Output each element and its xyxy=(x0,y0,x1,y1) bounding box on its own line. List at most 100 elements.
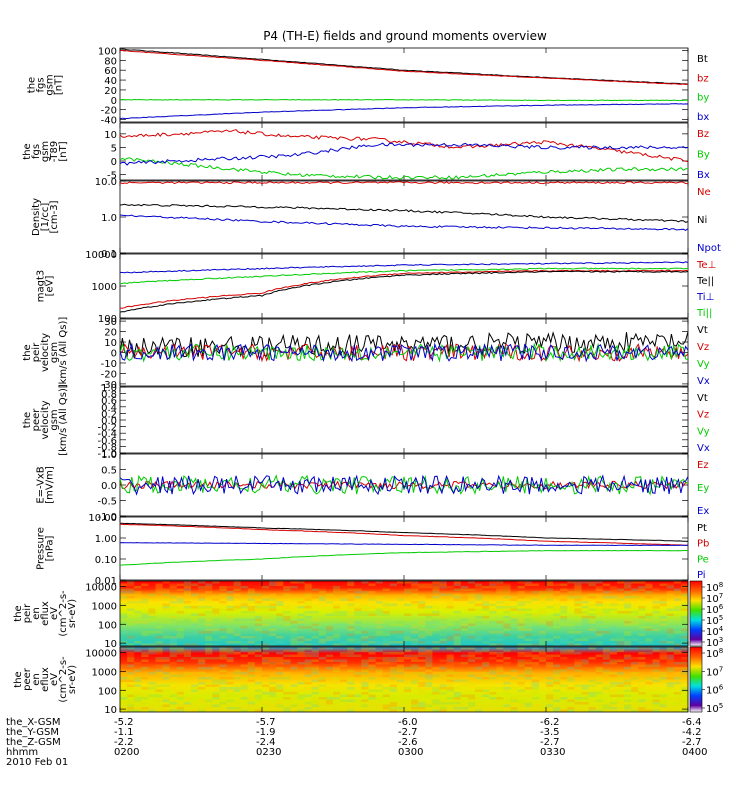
spectro-cell xyxy=(276,689,284,692)
colorbar-tick-label: 107 xyxy=(706,665,723,678)
spectro-cell xyxy=(375,596,383,599)
spectro-cell xyxy=(446,677,454,680)
spectro-cell xyxy=(276,593,284,596)
spectro-cell xyxy=(318,647,326,650)
spectro-cell xyxy=(176,652,184,655)
spectro-cell xyxy=(183,672,191,675)
spectro-cell xyxy=(496,581,504,584)
spectro-cell xyxy=(169,583,177,586)
spectro-cell xyxy=(560,669,568,672)
spectro-cell xyxy=(354,679,362,682)
spectro-cell xyxy=(240,697,248,700)
spectro-cell xyxy=(602,657,610,660)
spectro-cell xyxy=(382,631,390,634)
footer-value: -2.6 xyxy=(398,737,418,748)
spectro-cell xyxy=(609,689,617,692)
spectro-cell xyxy=(418,682,426,685)
spectro-cell xyxy=(233,669,241,672)
spectro-cell xyxy=(595,677,603,680)
spectro-cell xyxy=(134,682,142,685)
spectro-cell xyxy=(375,601,383,604)
spectro-cell xyxy=(247,626,255,629)
spectro-cell xyxy=(581,611,589,614)
spectro-cell xyxy=(510,608,518,611)
spectro-cell xyxy=(247,679,255,682)
spectro-cell xyxy=(212,657,220,660)
spectro-cell xyxy=(127,581,135,584)
spectro-cell xyxy=(375,613,383,616)
spectro-cell xyxy=(368,591,376,594)
spectro-cell xyxy=(191,613,199,616)
footer-value: -2.7 xyxy=(398,727,418,738)
spectro-cell xyxy=(354,601,362,604)
spectro-cell xyxy=(489,618,497,621)
spectro-cell xyxy=(595,654,603,657)
spectro-cell xyxy=(361,647,369,650)
spectro-cell xyxy=(375,684,383,687)
spectro-cell xyxy=(432,586,440,589)
spectro-cell xyxy=(645,613,653,616)
spectro-cell xyxy=(609,659,617,662)
y-tick-label: 40 xyxy=(104,76,117,87)
spectro-cell xyxy=(368,606,376,609)
spectro-cell xyxy=(382,707,390,710)
spectro-cell xyxy=(411,702,419,705)
spectro-cell xyxy=(396,647,404,650)
y-tick-label: 10000 xyxy=(85,583,117,594)
spectro-cell xyxy=(595,611,603,614)
spectro-cell xyxy=(425,583,433,586)
spectro-cell xyxy=(574,586,582,589)
spectro-cell xyxy=(631,647,639,650)
spectro-cell xyxy=(666,697,674,700)
spectro-cell xyxy=(546,593,554,596)
spectro-cell xyxy=(361,643,369,646)
spectro-cell xyxy=(638,588,646,591)
spectro-cell xyxy=(340,628,348,631)
spectro-cell xyxy=(467,588,475,591)
spectro-cell xyxy=(205,657,213,660)
spectro-cell xyxy=(652,606,660,609)
y-tick-label: 10 xyxy=(104,338,117,349)
spectro-cell xyxy=(276,601,284,604)
spectro-cell xyxy=(283,616,291,619)
spectro-cell xyxy=(482,647,490,650)
spectro-cell xyxy=(340,643,348,646)
spectro-cell xyxy=(673,662,681,665)
spectro-cell xyxy=(347,641,355,644)
spectro-cell xyxy=(283,628,291,631)
spectro-cell xyxy=(538,593,546,596)
spectro-cell xyxy=(638,581,646,584)
spectro-cell xyxy=(489,631,497,634)
spectro-cell xyxy=(489,643,497,646)
spectro-cell xyxy=(482,677,490,680)
y-tick-label: 0.5 xyxy=(101,466,117,477)
spectro-cell xyxy=(290,667,298,670)
spectro-cell xyxy=(553,593,561,596)
spectro-cell xyxy=(460,647,468,650)
spectro-cell xyxy=(517,652,525,655)
spectro-cell xyxy=(247,591,255,594)
spectro-cell xyxy=(496,677,504,680)
spectro-cell xyxy=(666,649,674,652)
spectro-cell xyxy=(176,621,184,624)
spectro-cell xyxy=(325,628,333,631)
series-line-p5-3 xyxy=(119,342,689,363)
spectro-cell xyxy=(269,677,277,680)
spectro-cell xyxy=(531,692,539,695)
spectro-cell xyxy=(382,588,390,591)
spectro-cell xyxy=(297,694,305,697)
spectro-cell xyxy=(432,611,440,614)
spectro-cell xyxy=(496,586,504,589)
spectro-cell xyxy=(453,621,461,624)
spectro-cell xyxy=(297,623,305,626)
spectro-cell xyxy=(375,657,383,660)
spectro-cell xyxy=(141,598,149,601)
spectro-cell xyxy=(609,628,617,631)
y-tick-label: 5 xyxy=(111,143,117,154)
spectro-cell xyxy=(517,636,525,639)
spectro-cell xyxy=(389,709,397,712)
spectro-cell xyxy=(538,636,546,639)
spectro-cell xyxy=(219,588,227,591)
spectro-cell xyxy=(553,628,561,631)
spectro-cell xyxy=(546,677,554,680)
